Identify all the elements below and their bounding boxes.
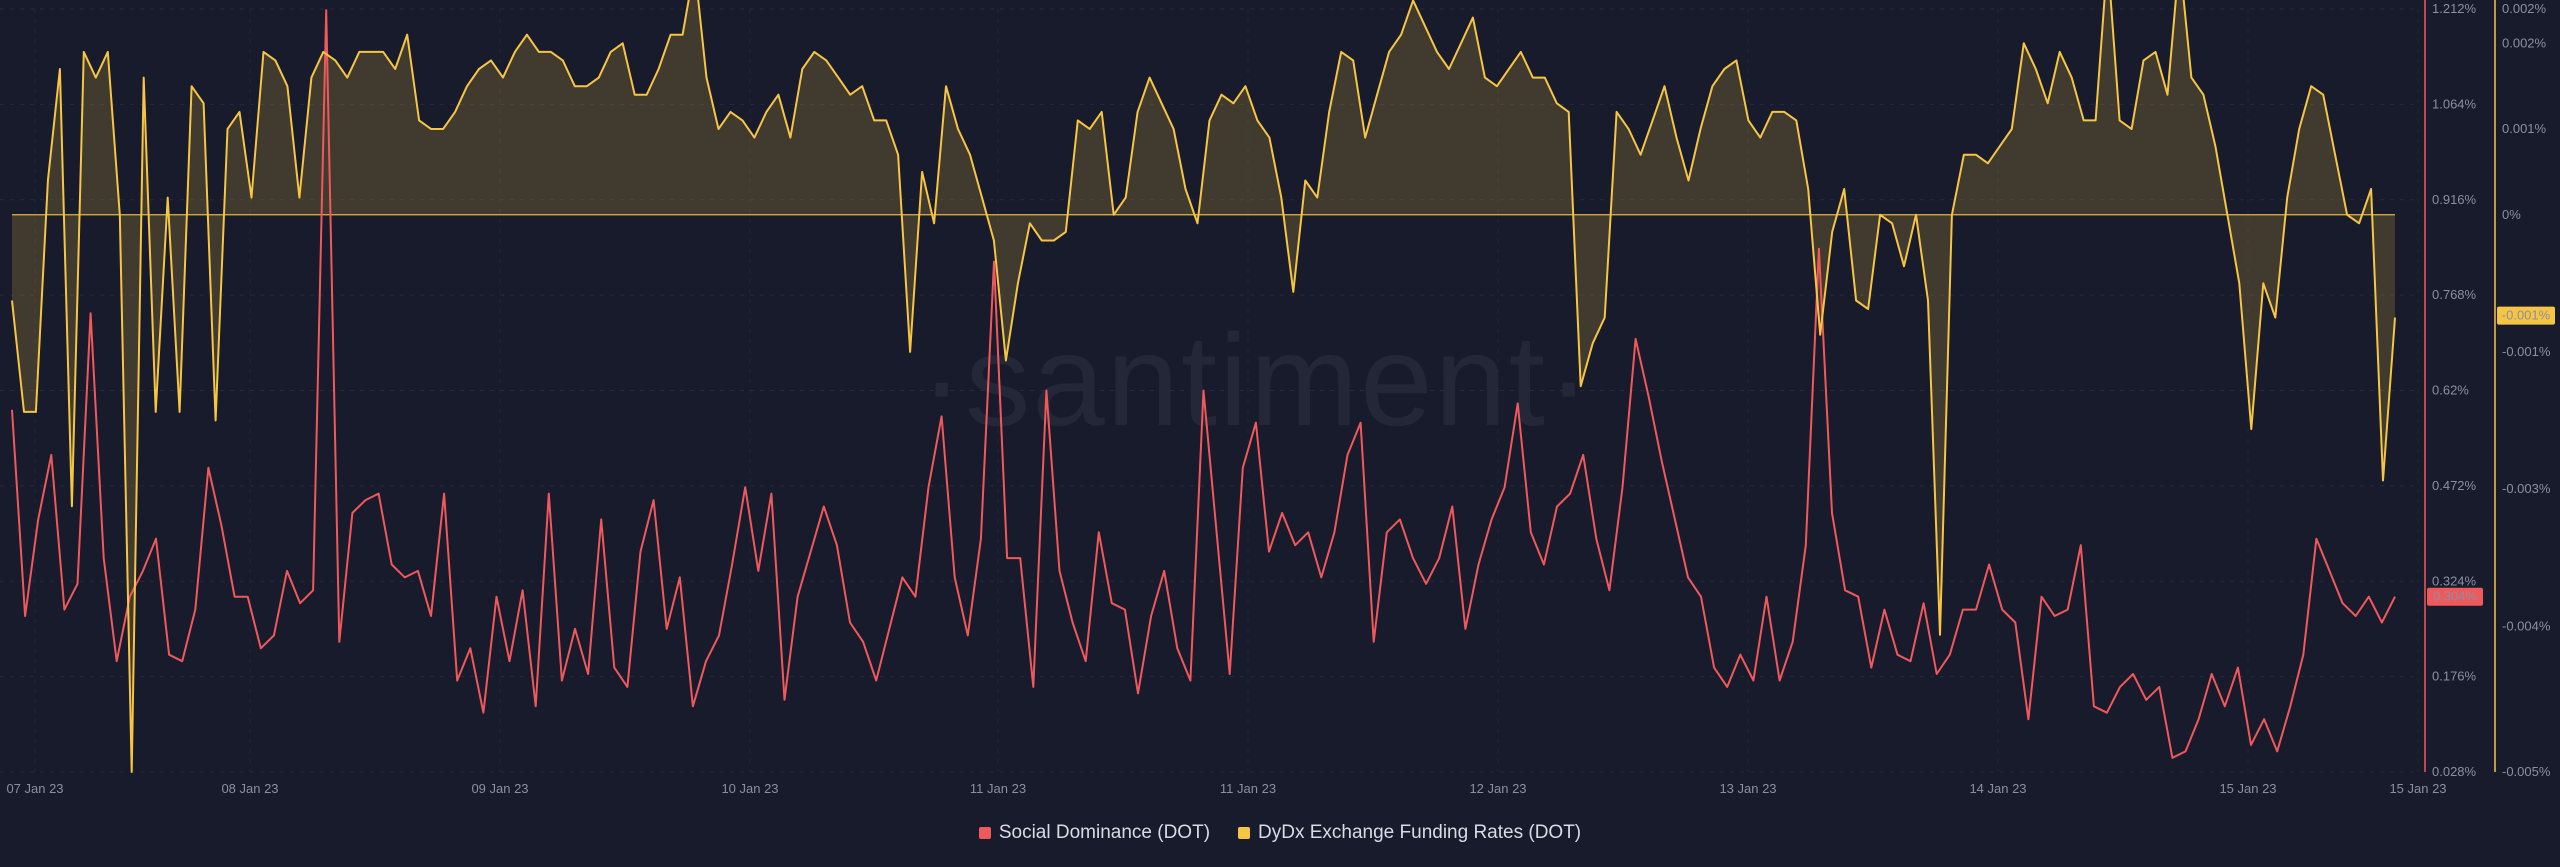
- right-axis-tick-label: 0.002%: [2502, 35, 2547, 50]
- x-axis-tick-label: 13 Jan 23: [1719, 781, 1776, 796]
- legend: Social Dominance (DOT) DyDx Exchange Fun…: [0, 822, 2560, 844]
- right-axis-ticks: 0.002% 0.002% 0.001% 0% -0.001% -0.003% -0.004…: [2502, 1, 2551, 779]
- social-line: [11, 9, 2396, 759]
- funding-area: [12, 0, 2395, 772]
- left-axis-ticks: 1.212% 1.064% 0.916% 0.768% 0.62% 0.472% 0.324…: [2432, 1, 2477, 779]
- left-axis-tick-label: 0.768%: [2432, 287, 2477, 302]
- left-axis-tick-label: 1.064%: [2432, 96, 2477, 111]
- left-axis-tick-label: 0.916%: [2432, 192, 2477, 207]
- right-axis-tick-label: -0.004%: [2502, 618, 2551, 633]
- x-axis-tick-label: 09 Jan 23: [471, 781, 528, 796]
- x-axis-tick-label: 15 Jan 23: [2219, 781, 2276, 796]
- x-axis-tick-label: 14 Jan 23: [1969, 781, 2026, 796]
- right-axis-tick-label: -0.003%: [2502, 481, 2551, 496]
- x-axis-tick-label: 11 Jan 23: [1220, 781, 1276, 796]
- current-label-bg-social: [2427, 587, 2483, 606]
- current-label-bg-funding: [2497, 306, 2555, 325]
- x-axis-tick-label: 07 Jan 23: [6, 781, 63, 796]
- legend-swatch-funding-rates: [1238, 827, 1251, 839]
- x-axis-tick-label: 08 Jan 23: [221, 781, 278, 796]
- x-axis-tick-label: 12 Jan 23: [1469, 781, 1526, 796]
- left-axis-tick-label: 0.176%: [2432, 669, 2477, 684]
- legend-label-funding-rates: DyDx Exchange Funding Rates (DOT): [1258, 822, 1582, 843]
- current-label-funding: -0.001%: [2502, 308, 2551, 323]
- right-axis-tick-label: -0.001%: [2502, 344, 2551, 359]
- current-label-social: 0.304%: [2433, 589, 2478, 604]
- right-axis-tick-label: -0.005%: [2502, 764, 2551, 779]
- left-axis-tick-label: 0.62%: [2432, 383, 2469, 398]
- left-axis-tick-label: 0.472%: [2432, 478, 2477, 493]
- series-line-funding-rates: [11, 0, 2396, 773]
- funding-area-fill: [12, 0, 2395, 772]
- legend-item-funding-rates[interactable]: DyDx Exchange Funding Rates (DOT): [1238, 822, 1581, 844]
- axes: [2424, 0, 2496, 772]
- right-axis-tick-label: 0.002%: [2502, 1, 2547, 16]
- left-axis-tick-label: 0.028%: [2432, 764, 2477, 779]
- legend-item-social-dominance[interactable]: Social Dominance (DOT): [978, 822, 1211, 844]
- series-line-social-dominance: [11, 9, 2396, 759]
- right-axis-tick-label: 0%: [2502, 207, 2521, 222]
- x-axis-tick-label: 10 Jan 23: [721, 781, 778, 796]
- legend-swatch-social-dominance: [978, 827, 991, 839]
- left-axis-tick-label: 1.212%: [2432, 1, 2477, 16]
- left-axis-tick-label: 0.324%: [2432, 573, 2477, 588]
- right-axis-tick-label: 0.001%: [2502, 121, 2547, 136]
- funding-line: [11, 0, 2396, 773]
- legend-label-social-dominance: Social Dominance (DOT): [998, 822, 1211, 843]
- grid: [0, 8, 2419, 773]
- current-value-labels: 0.304% -0.001%: [2427, 306, 2555, 606]
- x-axis-tick-label: 11 Jan 23: [970, 781, 1026, 796]
- x-axis-tick-label: 15 Jan 23: [2389, 781, 2446, 796]
- x-axis-ticks: 07 Jan 23 08 Jan 23 09 Jan 23 10 Jan 23 11 J…: [6, 781, 2446, 796]
